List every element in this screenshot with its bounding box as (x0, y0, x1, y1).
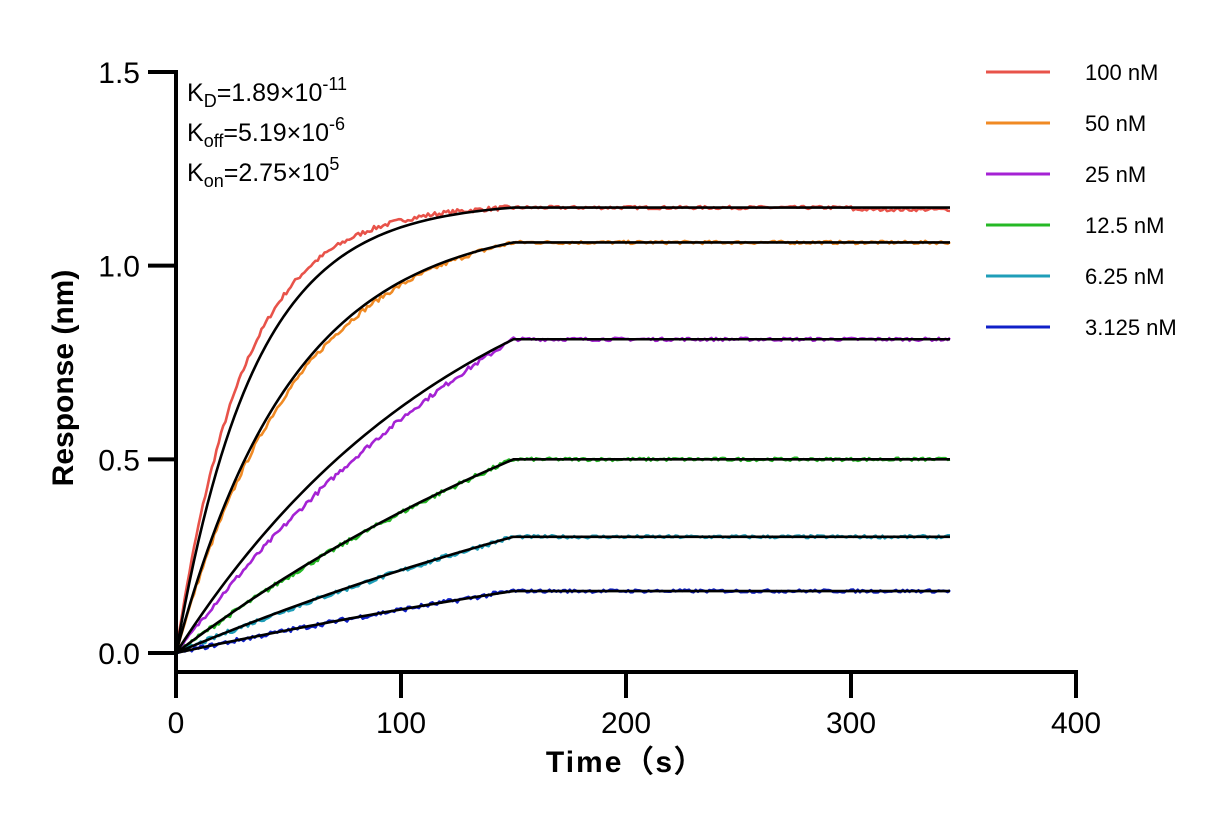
fit-curve-0 (174, 206, 950, 654)
series-line-5 (175, 588, 951, 655)
fit-curve-3 (175, 458, 950, 655)
x-tick-label: 200 (601, 707, 651, 740)
fit-curves (174, 206, 950, 655)
fit-curve-2 (174, 337, 950, 654)
y-tick-label: 0.0 (98, 638, 140, 671)
y-tick-label: 1.0 (98, 251, 140, 284)
fit-curve-1 (174, 241, 950, 654)
legend: 100 nM 50 nM 25 nM 12.5 nM 6.25 nM 3.125 nM (986, 60, 1177, 340)
annotation-line-2: Kon=2.75×105 (187, 154, 339, 191)
x-axis-title: Time（s） (546, 745, 706, 779)
fit-curve-5 (175, 589, 950, 655)
y-axis-ticks: 0.0 0.5 1.0 1.5 (98, 57, 176, 671)
y-tick-label: 1.5 (98, 57, 140, 90)
x-tick-label: 300 (826, 707, 876, 740)
y-tick-label: 0.5 (98, 444, 140, 477)
legend-label-2: 25 nM (1085, 162, 1146, 187)
x-tick-label: 100 (376, 707, 426, 740)
legend-label-4: 6.25 nM (1085, 264, 1165, 289)
x-tick-label: 400 (1051, 707, 1101, 740)
fit-curve-4 (175, 535, 950, 655)
x-tick-label: 0 (168, 707, 185, 740)
series-line-0 (174, 204, 951, 654)
y-axis-title: Response (nm) (47, 270, 80, 487)
annotation-line-1: Koff=5.19×10-6 (187, 114, 345, 151)
annotation-line-0: KD=1.89×10-11 (187, 74, 347, 111)
legend-label-1: 50 nM (1085, 111, 1146, 136)
series-line-3 (175, 456, 951, 655)
series-line-4 (175, 533, 951, 655)
legend-label-0: 100 nM (1085, 60, 1158, 85)
legend-label-5: 3.125 nM (1085, 315, 1177, 340)
x-axis-ticks: 0 100 200 300 400 (168, 672, 1101, 740)
series-group (174, 204, 951, 655)
legend-label-3: 12.5 nM (1085, 213, 1165, 238)
